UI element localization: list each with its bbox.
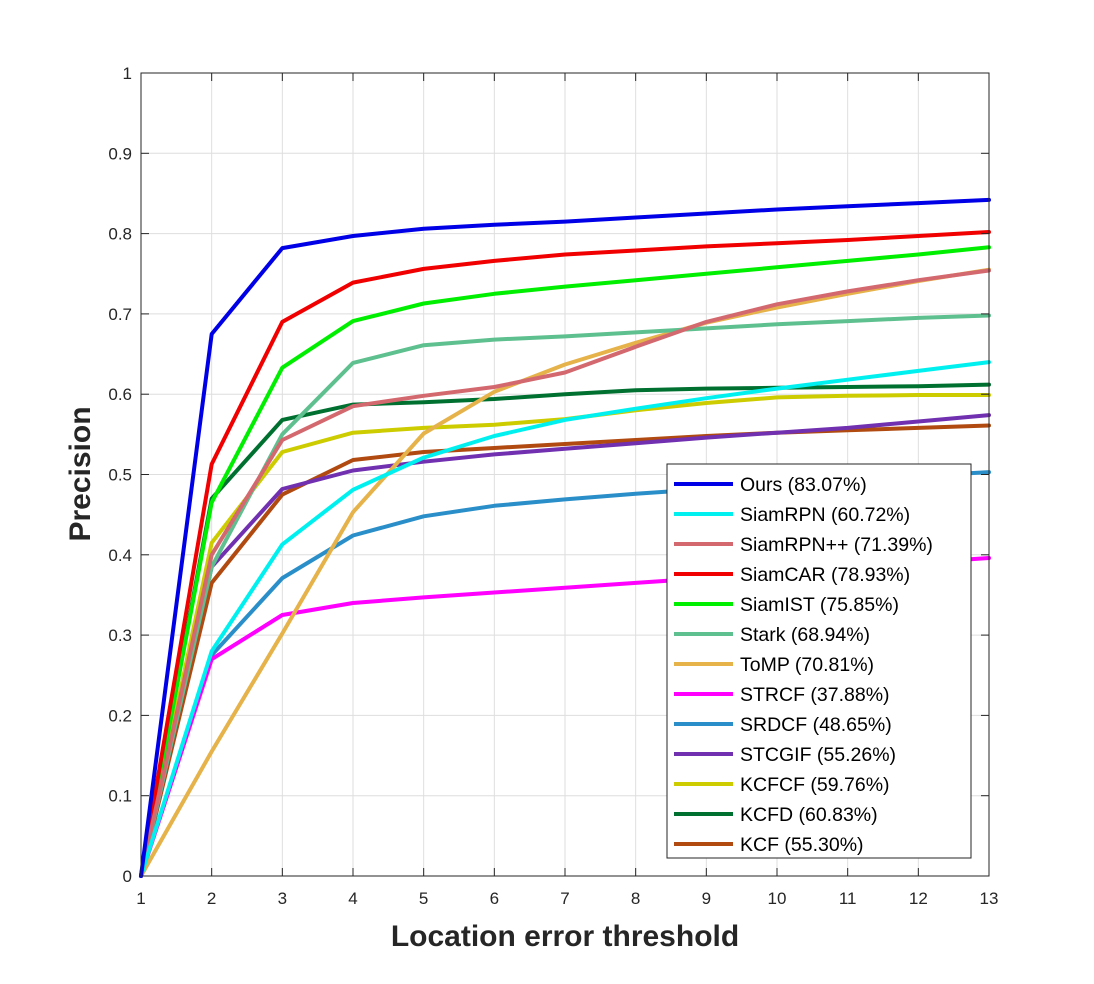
x-axis-title: Location error threshold xyxy=(391,920,739,953)
y-tick-label: 1 xyxy=(123,64,132,83)
x-tick-label: 3 xyxy=(278,889,287,908)
series-line xyxy=(139,267,991,878)
legend-label: STCGIF (55.26%) xyxy=(740,744,896,766)
legend-label: SRDCF (48.65%) xyxy=(740,714,892,736)
y-tick-label: 0.7 xyxy=(108,305,132,324)
series-line xyxy=(139,413,991,878)
x-tick-label: 12 xyxy=(909,889,928,908)
legend-label: Ours (83.07%) xyxy=(740,474,867,496)
x-tick-label: 7 xyxy=(560,889,569,908)
y-tick-label: 0.3 xyxy=(108,626,132,645)
y-tick-label: 0.8 xyxy=(108,225,132,244)
x-tick-label: 9 xyxy=(702,889,711,908)
y-tick-label: 0.9 xyxy=(108,144,132,163)
legend-label: KCF (55.30%) xyxy=(740,834,864,856)
y-tick-label: 0.5 xyxy=(108,466,132,485)
series-line xyxy=(139,360,991,878)
axis-ticks xyxy=(140,72,990,877)
x-tick-label: 5 xyxy=(419,889,428,908)
legend-label: KCFD (60.83%) xyxy=(740,804,878,826)
series-line xyxy=(139,245,991,878)
y-axis-title: Precision xyxy=(64,406,97,541)
y-tick-labels: 0 0.1 0.2 0.3 0.4 0.5 0.6 0.7 0.8 0.9 1 xyxy=(108,64,132,886)
x-tick-label: 2 xyxy=(207,889,216,908)
legend-label: STRCF (37.88%) xyxy=(740,684,890,706)
legend-label: SiamRPN++ (71.39%) xyxy=(740,534,933,556)
series-line xyxy=(139,197,991,878)
series-line xyxy=(139,423,991,878)
series-line xyxy=(139,382,991,878)
legend-label: SiamCAR (78.93%) xyxy=(740,564,910,586)
legend: Ours (83.07%) SiamRPN (60.72%) SiamRPN++ (… xyxy=(666,463,972,859)
y-tick-label: 0.1 xyxy=(108,787,132,806)
x-tick-label: 4 xyxy=(348,889,357,908)
x-tick-label: 8 xyxy=(631,889,640,908)
x-tick-label: 11 xyxy=(839,889,857,908)
series-line xyxy=(139,268,991,878)
x-tick-labels: 1 2 3 4 5 6 7 8 9 10 11 12 13 xyxy=(136,889,998,908)
y-tick-label: 0 xyxy=(123,867,132,886)
series-line xyxy=(139,313,991,878)
series-line xyxy=(139,230,991,878)
legend-box xyxy=(666,463,972,859)
legend-label: ToMP (70.81%) xyxy=(740,654,874,676)
legend-label: KCFCF (59.76%) xyxy=(740,774,890,796)
x-tick-label: 6 xyxy=(490,889,499,908)
legend-label: SiamRPN (60.72%) xyxy=(740,504,910,526)
y-tick-label: 0.6 xyxy=(108,385,132,404)
y-tick-label: 0.4 xyxy=(108,546,132,565)
legend-label: SiamIST (75.85%) xyxy=(740,594,899,616)
x-tick-label: 13 xyxy=(980,889,999,908)
y-tick-label: 0.2 xyxy=(108,706,132,725)
x-tick-label: 10 xyxy=(768,889,787,908)
x-tick-label: 1 xyxy=(136,889,145,908)
legend-label: Stark (68.94%) xyxy=(740,624,870,646)
